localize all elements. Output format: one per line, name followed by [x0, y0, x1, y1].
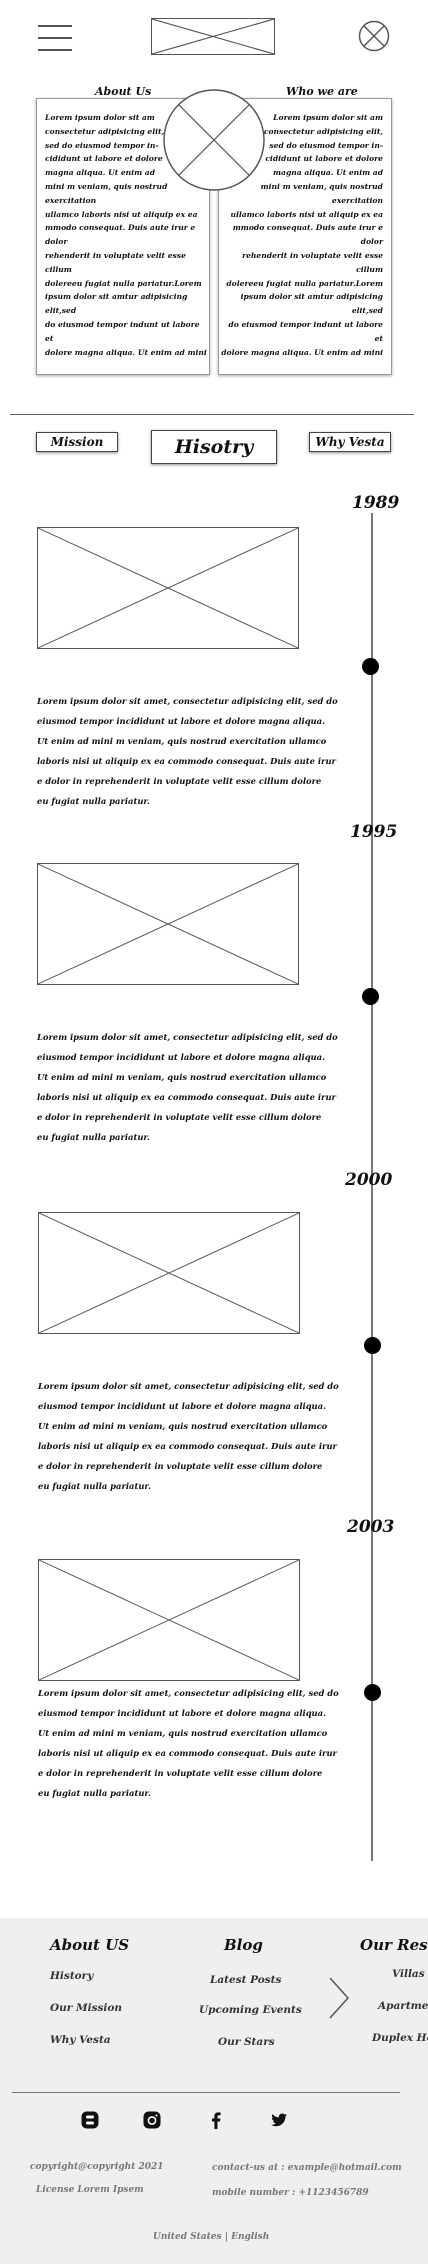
timeline-paragraph: Lorem ipsum dolor sit amet, consectetur … — [37, 696, 338, 806]
footer-link-latest-posts[interactable]: Latest Posts — [210, 1974, 282, 1986]
timeline-paragraph: Lorem ipsum dolor sit amet, consectetur … — [38, 1688, 339, 1798]
section-divider — [10, 414, 414, 415]
timeline-image-placeholder — [38, 1212, 300, 1334]
footer-residences-title: Our Resid — [360, 1936, 428, 1954]
timeline-image-placeholder — [38, 1559, 300, 1681]
timeline-paragraph: Lorem ipsum dolor sit amet, consectetur … — [37, 1032, 338, 1142]
twitter-icon[interactable] — [270, 2111, 288, 2129]
footer-link-apartments[interactable]: Apartmen — [378, 2000, 428, 2012]
timeline-image-placeholder — [37, 527, 299, 649]
footer-link-our-stars[interactable]: Our Stars — [218, 2036, 275, 2048]
footer-link-our-mission[interactable]: Our Mission — [50, 2002, 123, 2014]
timeline-marker — [364, 1337, 381, 1354]
tab-history[interactable]: Hisotry — [151, 430, 277, 464]
logo-placeholder — [151, 18, 275, 55]
locale-selector[interactable]: United States | English — [153, 2232, 270, 2242]
about-image-placeholder — [162, 88, 266, 192]
contact-email[interactable]: contact-us at : example@hotmail.com — [212, 2163, 402, 2173]
about-panel: Lorem ipsum dolor sit am consectetur adip… — [36, 98, 210, 375]
who-we-are-text: Lorem ipsum dolor sit am consectetur adip… — [221, 113, 383, 357]
facebook-icon[interactable] — [207, 2111, 225, 2129]
tab-mission[interactable]: Mission — [36, 432, 118, 452]
timeline-year: 1995 — [350, 822, 398, 842]
copyright-text: copyright@copyright 2021 — [30, 2162, 164, 2172]
footer-link-villas[interactable]: Villas — [392, 1968, 425, 1980]
footer-about-title: About US — [50, 1936, 130, 1954]
footer-link-upcoming-events[interactable]: Upcoming Events — [199, 2004, 302, 2016]
tab-why-vesta[interactable]: Why Vesta — [309, 432, 391, 452]
footer: About US History Our Mission Why Vesta B… — [0, 1918, 428, 2264]
license-text: License Lorem Ipsem — [36, 2185, 144, 2195]
footer-divider — [12, 2092, 400, 2093]
who-we-are-panel: Lorem ipsum dolor sit am consectetur adip… — [218, 98, 392, 375]
footer-blog-title: Blog — [224, 1936, 263, 1954]
timeline-year: 2000 — [345, 1170, 393, 1190]
menu-button[interactable] — [38, 25, 72, 51]
timeline-line — [371, 513, 373, 1861]
timeline-year: 1989 — [352, 493, 400, 513]
footer-link-why-vesta[interactable]: Why Vesta — [50, 2034, 111, 2046]
blogger-icon[interactable] — [81, 2111, 99, 2129]
about-title: About Us — [95, 85, 152, 98]
about-text: Lorem ipsum dolor sit am consectetur adip… — [45, 113, 207, 357]
timeline-paragraph: Lorem ipsum dolor sit amet, consectetur … — [38, 1381, 339, 1491]
timeline-image-placeholder — [37, 863, 299, 985]
mobile-number[interactable]: mobile number : +1123456789 — [212, 2188, 369, 2198]
timeline-marker — [364, 1684, 381, 1701]
timeline-marker — [362, 988, 379, 1005]
footer-link-history[interactable]: History — [50, 1970, 94, 1982]
timeline-year: 2003 — [347, 1517, 395, 1537]
instagram-icon[interactable] — [143, 2111, 161, 2129]
close-icon[interactable] — [358, 20, 390, 52]
who-we-are-title: Who we are — [286, 85, 358, 98]
chevron-right-icon[interactable] — [327, 1976, 351, 2020]
footer-link-duplex[interactable]: Duplex Ho — [372, 2032, 428, 2044]
timeline-marker — [362, 658, 379, 675]
